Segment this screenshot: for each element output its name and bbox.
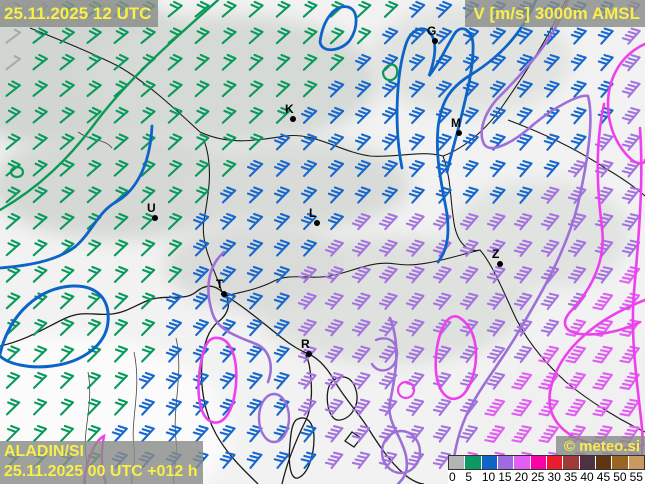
legend-swatch <box>530 456 547 469</box>
legend-swatch <box>612 456 629 469</box>
legend-swatch <box>497 456 515 469</box>
legend-swatch <box>628 456 644 469</box>
svg-text:L: L <box>309 206 316 220</box>
legend-value: 0 <box>449 470 456 484</box>
legend-swatch <box>481 456 498 469</box>
legend-value: 25 <box>531 470 545 484</box>
legend-swatch <box>595 456 613 469</box>
legend-swatch <box>514 456 531 469</box>
legend-value: 10 <box>481 470 496 484</box>
svg-text:Z: Z <box>492 247 499 261</box>
svg-text:R: R <box>301 337 310 351</box>
legend-value: 45 <box>596 470 611 484</box>
legend-swatch <box>579 456 596 469</box>
variable-level-label: V [m/s] 3000m AMSL <box>465 0 645 27</box>
model-run-label: ALADIN/SI 25.11.2025 00 UTC +012 h <box>0 441 204 484</box>
legend-value-labels: 0 5 10 15 20 25 30 35 40 45 50 55 <box>448 470 645 484</box>
svg-text:T: T <box>216 277 224 291</box>
legend-value: 40 <box>580 470 594 484</box>
legend-value: 5 <box>465 470 473 484</box>
legend-value: 20 <box>514 470 529 484</box>
legend-value: 30 <box>547 470 561 484</box>
legend-swatch <box>465 456 482 469</box>
legend-value: 50 <box>613 470 627 484</box>
legend-value: 55 <box>629 470 643 484</box>
legend-swatch <box>449 456 466 469</box>
svg-text:M: M <box>451 116 461 130</box>
legend-swatch <box>563 456 580 469</box>
svg-text:U: U <box>147 201 156 215</box>
svg-text:G: G <box>427 24 436 38</box>
city-marker-layer: G K M U L Z T R <box>147 24 503 357</box>
legend-swatch <box>546 456 564 469</box>
valid-time-label: 25.11.2025 12 UTC <box>0 0 159 27</box>
credit-label: © meteo.si <box>555 436 645 457</box>
legend-value: 15 <box>498 470 512 484</box>
run-info: 25.11.2025 00 UTC +012 h <box>4 463 198 480</box>
svg-text:K: K <box>285 102 294 116</box>
model-name: ALADIN/SI <box>4 443 84 460</box>
legend-value: 35 <box>563 470 578 484</box>
wind-speed-legend: 0 5 10 15 20 25 30 35 40 45 50 55 <box>448 455 645 484</box>
legend-color-bar <box>448 455 645 470</box>
